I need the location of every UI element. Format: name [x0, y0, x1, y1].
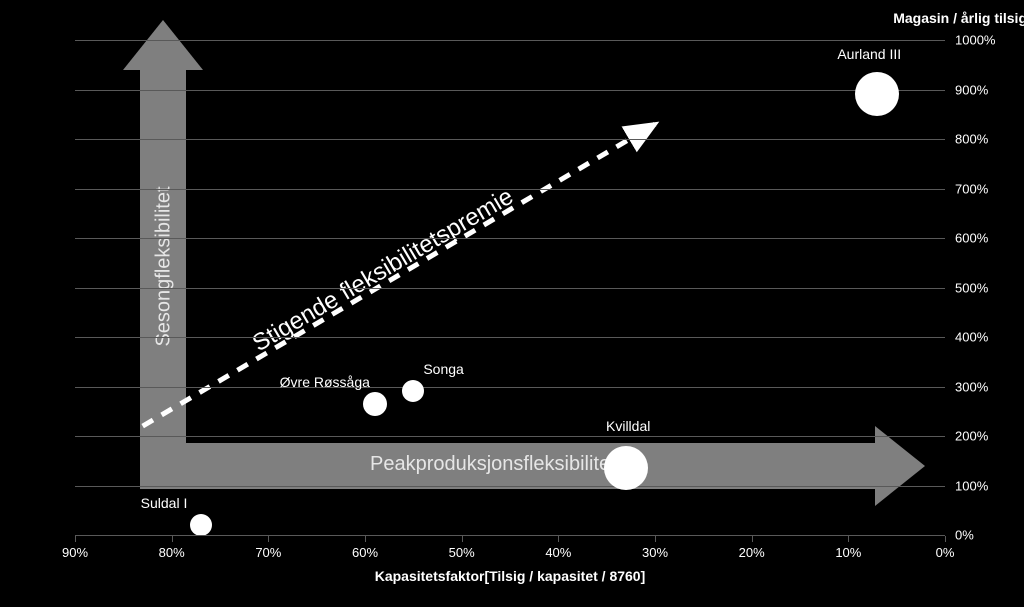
x-tick-label: 0%: [936, 545, 955, 560]
data-point-label: Aurland III: [837, 46, 901, 62]
gridline: [75, 486, 945, 487]
y-tick-label: 0%: [955, 528, 974, 543]
x-tick-mark: [558, 536, 559, 542]
x-tick-label: 20%: [739, 545, 765, 560]
x-tick-mark: [945, 536, 946, 542]
gridline: [75, 288, 945, 289]
x-tick-mark: [172, 536, 173, 542]
x-tick-mark: [848, 536, 849, 542]
y-tick-label: 200%: [955, 429, 988, 444]
gridline: [75, 436, 945, 437]
data-point-label: Øvre Røssåga: [280, 374, 370, 390]
data-point: [402, 380, 424, 402]
data-point: [190, 514, 212, 536]
x-tick-label: 30%: [642, 545, 668, 560]
y-tick-label: 700%: [955, 181, 988, 196]
data-point: [855, 72, 899, 116]
x-tick-label: 10%: [835, 545, 861, 560]
x-tick-label: 90%: [62, 545, 88, 560]
y-tick-label: 100%: [955, 478, 988, 493]
x-tick-label: 80%: [159, 545, 185, 560]
gridline: [75, 238, 945, 239]
x-tick-label: 50%: [449, 545, 475, 560]
x-tick-mark: [462, 536, 463, 542]
x-tick-label: 60%: [352, 545, 378, 560]
y-tick-label: 300%: [955, 379, 988, 394]
x-axis-title: Kapasitetsfaktor[Tilsig / kapasitet / 87…: [75, 568, 945, 584]
x-tick-label: 40%: [545, 545, 571, 560]
y-tick-label: 1000%: [955, 33, 995, 48]
y-axis-title: Magasin / årlig tilsig: [893, 10, 1024, 26]
gridline: [75, 40, 945, 41]
gridline: [75, 387, 945, 388]
y-tick-label: 800%: [955, 132, 988, 147]
x-tick-mark: [268, 536, 269, 542]
x-tick-mark: [752, 536, 753, 542]
data-point: [363, 392, 387, 416]
flexibility-scatter-chart: Magasin / årlig tilsig Sesongfleksibilit…: [75, 40, 945, 535]
gridline: [75, 90, 945, 91]
gridline: [75, 337, 945, 338]
plot-area: Sesongfleksibilitet Peakproduksjonsfleks…: [75, 40, 945, 535]
x-tick-label: 70%: [255, 545, 281, 560]
data-point-label: Songa: [423, 361, 463, 377]
y-tick-label: 900%: [955, 82, 988, 97]
data-point: [604, 446, 648, 490]
y-tick-label: 400%: [955, 330, 988, 345]
x-tick-mark: [655, 536, 656, 542]
gridline: [75, 139, 945, 140]
data-point-label: Kvilldal: [606, 418, 650, 434]
x-tick-mark: [365, 536, 366, 542]
data-point-label: Suldal I: [141, 495, 188, 511]
x-axis-line: [75, 535, 945, 536]
y-tick-label: 600%: [955, 231, 988, 246]
y-tick-label: 500%: [955, 280, 988, 295]
x-tick-mark: [75, 536, 76, 542]
gridline: [75, 189, 945, 190]
